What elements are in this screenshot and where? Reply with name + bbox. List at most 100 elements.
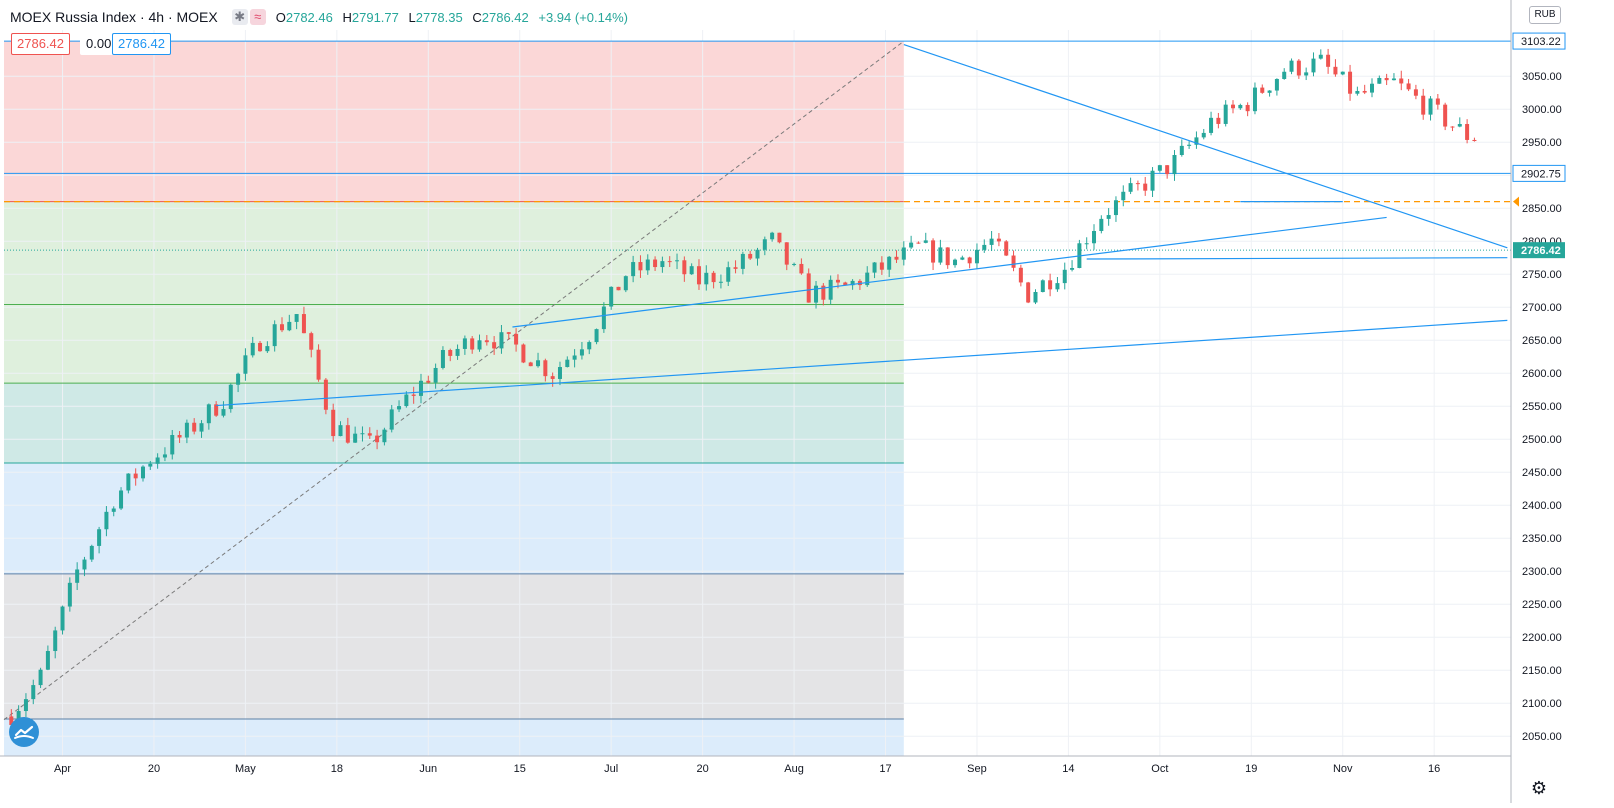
y-tick-label: 2150.00 <box>1522 665 1562 677</box>
time-axis-panel <box>0 756 1511 803</box>
candle-down <box>309 333 314 350</box>
y-tick-label: 2950.00 <box>1522 137 1562 149</box>
x-tick-label: 20 <box>148 763 160 775</box>
fib-diagonal <box>3 40 905 721</box>
candle-down <box>835 279 840 283</box>
candle-up <box>1209 117 1214 133</box>
candle-down <box>470 338 475 350</box>
candle-up <box>1370 83 1375 93</box>
fib-zone <box>4 462 904 574</box>
candle-up <box>828 279 833 300</box>
candle-up <box>236 373 241 385</box>
fib-zone <box>4 304 904 384</box>
candle-down <box>1450 126 1455 128</box>
candle-up <box>989 238 994 245</box>
x-tick-label: Apr <box>54 763 71 775</box>
candle-up <box>184 422 189 438</box>
y-tick-label: 2750.00 <box>1522 269 1562 281</box>
candle-up <box>148 463 153 467</box>
candle-up <box>1252 87 1257 112</box>
candle-up <box>645 259 650 271</box>
candle-down <box>996 238 1001 242</box>
candle-up <box>53 630 58 652</box>
y-tick-label: 2500.00 <box>1522 434 1562 446</box>
symbol-title[interactable]: MOEX Russia Index · 4h · MOEX <box>10 9 218 25</box>
currency-button[interactable]: RUB <box>1529 6 1561 24</box>
candle-up <box>594 329 599 343</box>
candle-up <box>82 559 87 570</box>
candle-up <box>565 359 570 368</box>
candle-down <box>894 256 899 260</box>
wave-icon[interactable]: ≈ <box>249 9 266 25</box>
candle-down <box>1245 104 1250 112</box>
ohlc-values: O2782.46 H2791.77 L2778.35 C2786.42 +3.9… <box>275 9 628 25</box>
price-badge-label: 2902.75 <box>1521 168 1561 180</box>
candle-down <box>653 259 658 268</box>
candle-down <box>638 262 643 271</box>
candle-up <box>38 669 43 686</box>
candle-down <box>426 380 431 383</box>
candle-down <box>916 242 921 244</box>
candle-down <box>967 257 972 264</box>
candle-down <box>528 362 533 367</box>
gear-icon[interactable]: ⚙ <box>1530 778 1548 798</box>
candle-up <box>89 545 94 560</box>
candle-up <box>1223 104 1228 124</box>
candle-down <box>367 433 372 436</box>
candle-up <box>1150 170 1155 191</box>
candles-group <box>9 48 1477 730</box>
candle-up <box>536 360 541 367</box>
candle-down <box>821 285 826 300</box>
candle-down <box>133 473 138 479</box>
candle-down <box>514 333 519 345</box>
open-value: 2782.46 <box>285 9 333 25</box>
candle-up <box>272 324 277 347</box>
trend-line <box>512 216 1387 328</box>
candle-up <box>23 699 28 712</box>
candle-up <box>704 272 709 285</box>
candle-down <box>375 435 380 443</box>
x-tick-label: Sep <box>967 763 987 775</box>
candle-down <box>492 342 497 349</box>
candle-up <box>960 257 965 260</box>
candle-up <box>865 272 870 286</box>
candle-up <box>1311 58 1316 73</box>
candle-down <box>1004 241 1009 256</box>
candle-down <box>1018 267 1023 283</box>
candle-down <box>1326 54 1331 67</box>
candle-down <box>931 240 936 263</box>
order-marker <box>1513 196 1519 207</box>
candle-up <box>1457 124 1462 127</box>
candle-up <box>140 466 145 479</box>
candle-up <box>1070 267 1075 270</box>
fib-zone <box>4 383 904 463</box>
candle-down <box>806 273 811 303</box>
tradingview-logo-icon[interactable] <box>9 717 39 747</box>
candle-up <box>1055 283 1060 290</box>
candle-up <box>1282 71 1287 79</box>
candle-down <box>258 342 263 352</box>
y-tick-label: 3050.00 <box>1522 71 1562 83</box>
candle-down <box>1384 77 1389 81</box>
candle-down <box>1296 60 1301 76</box>
buy-button[interactable]: 2786.42 <box>112 33 171 55</box>
candle-down <box>1465 124 1470 140</box>
candle-up <box>162 454 167 458</box>
x-tick-label: 14 <box>1062 763 1074 775</box>
candle-down <box>1413 89 1418 96</box>
y-tick-label: 2100.00 <box>1522 698 1562 710</box>
candle-down <box>448 349 453 356</box>
candle-up <box>1267 90 1272 93</box>
candle-up <box>1391 78 1396 81</box>
x-tick-label: May <box>235 763 256 775</box>
asterisk-icon[interactable]: ✱ <box>231 9 248 25</box>
x-tick-label: 16 <box>1428 763 1440 775</box>
candle-down <box>1011 255 1016 268</box>
candle-up <box>1113 200 1118 216</box>
candle-up <box>382 429 387 443</box>
candle-down <box>543 360 548 377</box>
candle-down <box>799 263 804 274</box>
sell-button[interactable]: 2786.42 <box>11 33 70 55</box>
